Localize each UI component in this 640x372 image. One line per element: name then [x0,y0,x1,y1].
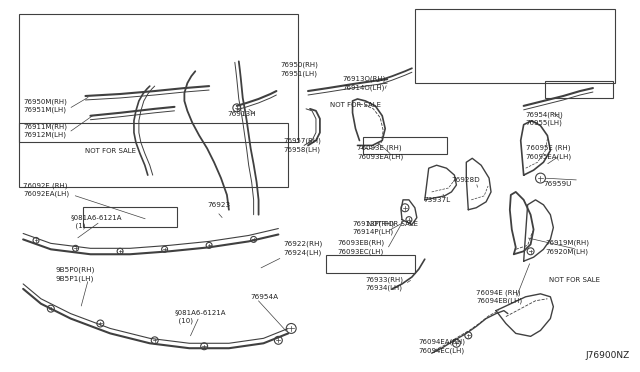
Bar [545,81,612,98]
Text: NOT FOR SALE: NOT FOR SALE [367,221,419,227]
Text: 76093E (RH)
76093EA(LH): 76093E (RH) 76093EA(LH) [358,145,404,160]
Text: 76957(RH)
76958(LH): 76957(RH) 76958(LH) [284,138,321,153]
Text: 73937L: 73937L [424,197,451,203]
Text: 76922(RH)
76924(LH): 76922(RH) 76924(LH) [284,241,323,256]
Text: 76913O(RH)
76914O(LH): 76913O(RH) 76914O(LH) [342,76,386,91]
Text: 76959U: 76959U [543,181,572,187]
Bar [19,123,288,187]
Text: NOT FOR SALE: NOT FOR SALE [549,277,600,283]
Text: 76933(RH)
76934(LH): 76933(RH) 76934(LH) [365,276,403,291]
Text: §081A6-6121A
  (1): §081A6-6121A (1) [70,214,122,229]
Text: J76900NZ: J76900NZ [585,351,629,360]
Text: §081A6-6121A
  (10): §081A6-6121A (10) [175,310,226,324]
Text: 76950(RH)
76951(LH): 76950(RH) 76951(LH) [280,62,318,77]
Text: 76095E (RH)
76095EA(LH): 76095E (RH) 76095EA(LH) [525,145,572,160]
Text: NOT FOR SALE: NOT FOR SALE [86,148,136,154]
Text: 76913H: 76913H [227,111,255,117]
Text: 76954(RH)
76955(LH): 76954(RH) 76955(LH) [525,111,563,126]
Text: 76919M(RH)
76920M(LH): 76919M(RH) 76920M(LH) [545,240,589,255]
Text: 76094EA(RH)
76094EC(LH): 76094EA(RH) 76094EC(LH) [419,339,466,354]
Bar [83,207,177,227]
Text: 76928D: 76928D [451,177,480,183]
Text: 76911M(RH)
76912M(LH): 76911M(RH) 76912M(LH) [23,123,67,138]
Bar [19,14,298,142]
Text: 9B5P0(RH)
9B5P1(LH): 9B5P0(RH) 9B5P1(LH) [56,266,95,282]
Text: NOT FOR SALE: NOT FOR SALE [330,102,381,108]
Text: 76093EB(RH)
76093EC(LH): 76093EB(RH) 76093EC(LH) [338,240,385,255]
Bar [415,9,614,83]
Bar [364,137,447,154]
Text: 76950M(RH)
76951M(LH): 76950M(RH) 76951M(LH) [23,98,67,113]
Text: 76913P(RH)
76914P(LH): 76913P(RH) 76914P(LH) [353,220,395,235]
Text: 76092E (RH)
76092EA(LH): 76092E (RH) 76092EA(LH) [23,182,69,198]
Text: 76923: 76923 [207,202,230,208]
Text: 76094E (RH)
76094EB(LH): 76094E (RH) 76094EB(LH) [476,289,522,304]
Bar [326,255,415,273]
Text: 76954A: 76954A [251,294,279,300]
